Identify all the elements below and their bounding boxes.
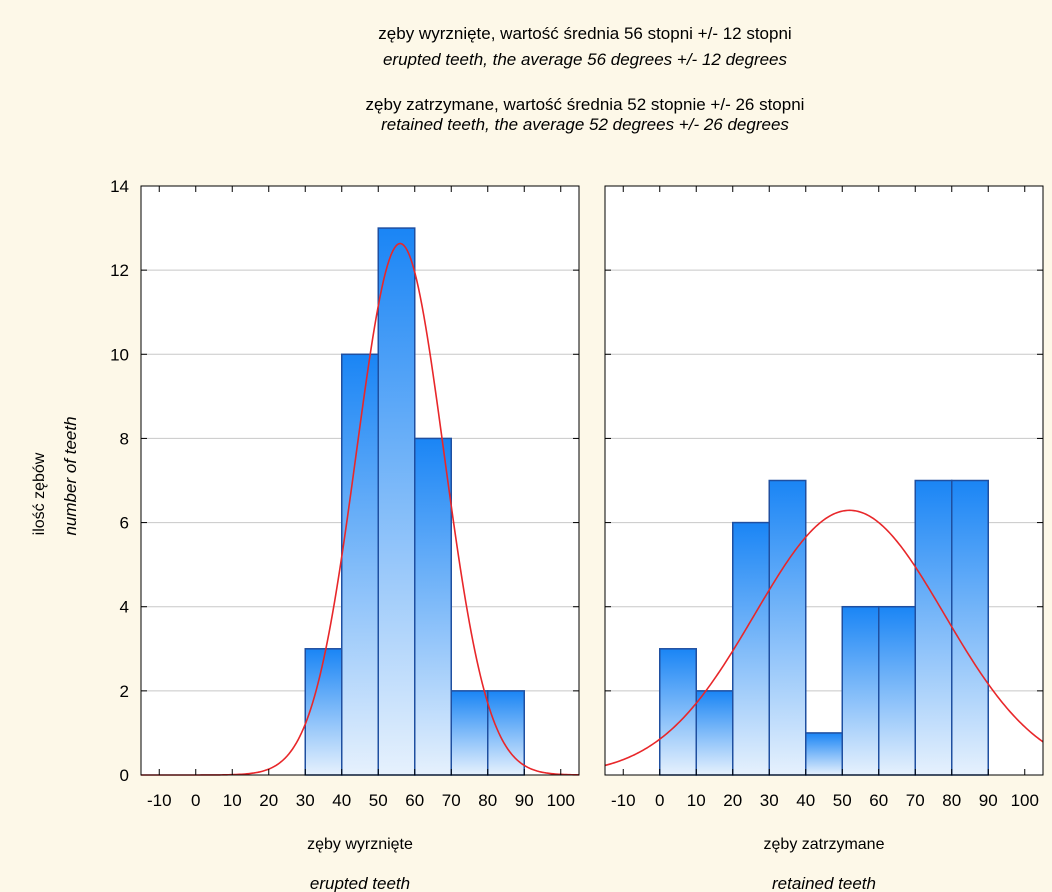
x-tick-label: 10 [687,791,706,810]
x-tick-label: 60 [405,791,424,810]
title-line-1: zęby wyrznięte, wartość średnia 56 stopn… [378,24,792,43]
x-tick-label: 80 [942,791,961,810]
histogram-bar [805,732,843,776]
y-axis-label-en: number of teeth [61,416,80,535]
title-line-2: erupted teeth, the average 56 degrees +/… [382,50,788,69]
histogram-bar [341,353,379,776]
y-axis-label: ilość zębów [31,452,48,535]
histogram-bar [695,690,734,776]
title-line-3: zęby zatrzymane, wartość średnia 52 stop… [365,95,805,114]
y-tick-label: 8 [120,429,129,448]
histogram-bar [768,479,807,776]
x-tick-label: 80 [478,791,497,810]
x-tick-label: 40 [332,791,351,810]
x-tick-label: 50 [833,791,852,810]
x-tick-label: 40 [796,791,815,810]
x-tick-label: -10 [147,791,172,810]
x-tick-label: 90 [515,791,534,810]
x-tick-label: 50 [369,791,388,810]
x-tick-label: 70 [442,791,461,810]
histogram-panel-1: 0 2 4 6 8 10 12 14 -10 0 10 20 30 40 50 60 70 80 90 100 zęby… [110,177,580,892]
plot-frame [140,185,580,776]
x-tick-label: 30 [296,791,315,810]
histogram-bar [951,479,989,776]
x-tick-label: 60 [869,791,888,810]
y-tick-label: 10 [110,345,129,364]
histogram-bar [304,648,343,776]
x-tick-label: 20 [723,791,742,810]
y-tick-label: 14 [110,177,129,196]
x-axis-label: zęby wyrznięte [307,836,413,853]
x-tick-label: 10 [223,791,242,810]
histogram-bar [914,479,953,776]
x-axis-label-en: retained teeth [772,874,876,892]
x-tick-label: 0 [191,791,200,810]
x-tick-label: 30 [760,791,779,810]
histogram-bar [841,605,880,776]
x-tick-label: 90 [979,791,998,810]
normal-fit-curve [604,509,1044,767]
y-tick-label: 2 [120,682,129,701]
x-tick-label: 70 [906,791,925,810]
x-tick-label: 0 [655,791,664,810]
y-tick-label: 6 [120,514,129,533]
histogram-bar [732,521,770,776]
x-tick-label: 20 [259,791,278,810]
x-axis-label-en: erupted teeth [310,874,410,892]
histogram-bar [414,437,452,776]
histogram-bar [377,227,416,776]
histogram-bar [659,648,697,776]
x-axis-label: zęby zatrzymane [764,836,885,853]
title-line-4: retained teeth, the average 52 degrees +… [381,115,789,134]
histogram-bar [878,605,916,776]
histogram-bar [450,690,489,776]
plot-frame [604,185,1044,776]
y-tick-label: 0 [120,766,129,785]
histogram-panel-2: -10 0 10 20 30 40 50 60 70 80 90 100 zęby zatrzymane… [604,185,1044,892]
x-tick-label: 100 [1011,791,1039,810]
x-tick-label: 100 [547,791,575,810]
y-tick-label: 12 [110,261,129,280]
x-tick-label: -10 [611,791,636,810]
y-tick-label: 4 [120,598,129,617]
